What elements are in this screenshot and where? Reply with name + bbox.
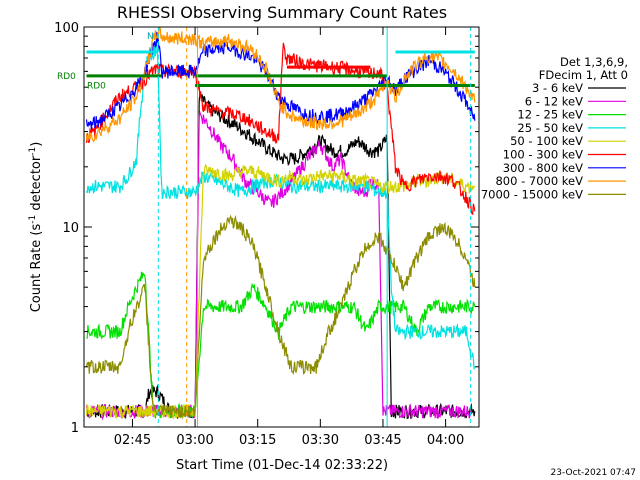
legend-label-3: 12 - 25 keV	[517, 108, 583, 122]
timestamp: 23-Oct-2021 07:47	[551, 468, 636, 478]
x-tick-label-1: 02:45	[114, 433, 151, 448]
x-tick-label-2: 03:00	[176, 433, 213, 448]
y-axis-label-tail: detector	[29, 155, 44, 215]
x-tick-label-3: 03:15	[239, 433, 276, 448]
x-tick-label-6: 04:00	[427, 433, 464, 448]
series-line-4	[85, 42, 476, 370]
y-tick-label-1: 1	[71, 421, 79, 436]
legend-header-1: Det 1,3,6,9,	[560, 55, 628, 69]
y-tick-label-2: 10	[62, 221, 79, 236]
x-axis-label: Start Time (01-Dec-14 02:33:22)	[176, 458, 388, 473]
legend-label-8: 800 - 7000 keV	[495, 174, 583, 188]
y-tick-label-3: 100	[54, 21, 79, 36]
series-line-3	[86, 271, 476, 419]
legend-label-9: 7000 - 15000 keV	[481, 187, 583, 201]
annotation-1: RD0	[57, 72, 76, 82]
y-axis-label-end: )	[29, 142, 44, 147]
legend: Det 1,3,6,9, FDecim 1, Att 0 3 - 6 keV6 …	[481, 55, 628, 201]
legend-label-4: 25 - 50 keV	[517, 121, 583, 135]
legend-label-2: 6 - 12 keV	[525, 94, 583, 108]
legend-label-5: 50 - 100 keV	[510, 134, 583, 148]
annotation-3: N	[147, 32, 154, 42]
series-line-2	[85, 110, 472, 421]
y-axis-label-sup: -1	[28, 215, 38, 224]
x-tick-label-5: 03:45	[364, 433, 401, 448]
x-tick-label-4: 03:30	[302, 433, 339, 448]
y-axis-label-sup2: -1	[28, 147, 38, 156]
series-line-9	[85, 214, 476, 418]
series-line-6	[85, 42, 476, 216]
annotation-2: RD0	[87, 81, 106, 91]
tick-layer: 02:45 03:00 03:15 03:30 03:45 04:00 1 10 100	[54, 21, 479, 448]
legend-label-6: 100 - 300 keV	[503, 148, 583, 162]
y-axis-label-main: Count Rate (s	[29, 224, 44, 313]
decor-layer	[86, 27, 475, 427]
series-line-5	[85, 163, 476, 420]
y-axis-label: Count Rate (s-1 detector-1)	[28, 142, 44, 313]
legend-header-2: FDecim 1, Att 0	[539, 68, 628, 82]
chart-title: RHESSI Observing Summary Count Rates	[117, 3, 447, 22]
legend-label-1: 3 - 6 keV	[532, 81, 583, 95]
legend-label-7: 300 - 800 keV	[503, 161, 583, 175]
